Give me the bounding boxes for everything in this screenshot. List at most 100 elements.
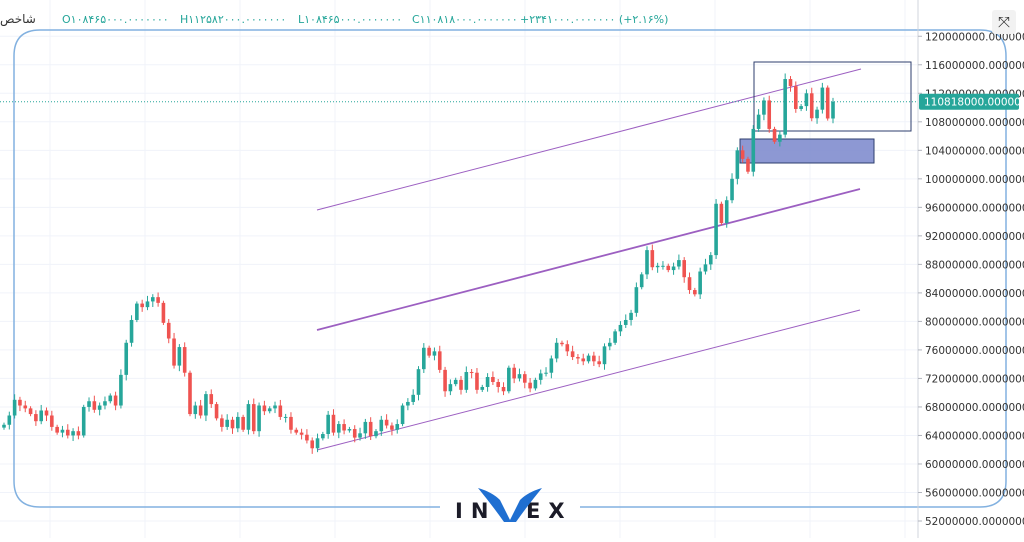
candle	[778, 130, 782, 147]
candle	[336, 421, 341, 439]
candle	[714, 199, 718, 259]
candle	[81, 404, 86, 438]
watermark-text-left: IN	[455, 499, 496, 523]
candle-body	[655, 265, 660, 268]
candle	[788, 76, 793, 92]
candle-body	[756, 114, 761, 129]
candle-body	[363, 421, 368, 434]
candle	[108, 393, 113, 404]
candle-body	[305, 434, 309, 441]
candle-body	[459, 379, 463, 390]
candle	[528, 378, 532, 393]
y-tick-label: 84000000.0000000	[925, 288, 1024, 300]
candle-body	[23, 405, 28, 409]
candle	[193, 401, 198, 419]
candle-body	[368, 421, 373, 437]
candle	[825, 85, 830, 121]
candle	[719, 201, 724, 226]
candle	[756, 109, 761, 132]
range-box	[753, 61, 912, 132]
candle	[544, 367, 548, 377]
candle	[554, 338, 559, 363]
channel-upper-line	[316, 68, 862, 211]
candle-body	[400, 405, 405, 425]
candle-body	[267, 408, 272, 412]
candle	[783, 73, 787, 138]
candle	[129, 315, 134, 347]
candle	[44, 407, 49, 422]
candle-body	[432, 351, 437, 356]
candle-body	[150, 297, 155, 302]
candle-body	[820, 87, 825, 110]
candle	[352, 425, 357, 443]
candle-body	[166, 322, 171, 339]
candle-body	[273, 405, 277, 409]
candle	[613, 329, 617, 345]
candle	[400, 403, 405, 427]
candle-body	[778, 134, 782, 142]
candle	[469, 369, 474, 379]
candle-body	[740, 150, 745, 159]
candle	[666, 263, 671, 273]
candle-body	[825, 87, 830, 119]
candle-body	[294, 429, 299, 433]
candle-body	[623, 319, 628, 325]
candle	[698, 267, 702, 300]
candle-body	[677, 260, 681, 267]
candle-body	[230, 419, 235, 429]
candle	[443, 366, 447, 397]
candle-body	[172, 338, 176, 366]
candle-body	[544, 372, 548, 374]
candle-body	[650, 250, 655, 268]
y-tick-label: 68000000.0000000	[925, 402, 1024, 414]
fullscreen-button[interactable]: ⤧	[992, 10, 1016, 34]
symbol-name[interactable]: شاخص	[0, 12, 36, 26]
candle	[655, 262, 660, 273]
candle	[241, 414, 245, 432]
candle-body	[71, 431, 75, 436]
candle	[299, 428, 304, 440]
candle-body	[119, 374, 123, 406]
candle-body	[693, 290, 697, 295]
candle	[740, 145, 745, 163]
candle-body	[639, 274, 644, 288]
y-tick-label: 64000000.0000000	[925, 430, 1024, 442]
candle	[331, 409, 336, 436]
y-tick-label: 108000000.0000000	[925, 117, 1024, 129]
candle	[135, 301, 139, 323]
candle	[177, 344, 182, 372]
candle	[581, 353, 586, 366]
candle-body	[608, 342, 612, 347]
candle	[363, 418, 368, 439]
candle	[762, 97, 766, 121]
candle	[735, 147, 740, 185]
candle-body	[698, 271, 702, 295]
candle-body	[257, 405, 261, 432]
candle-body	[315, 438, 320, 449]
candle	[342, 419, 346, 435]
candle	[645, 246, 649, 280]
candle	[283, 413, 288, 423]
candle-body	[443, 369, 447, 392]
candle-body	[682, 260, 687, 278]
candle	[522, 371, 527, 389]
candle	[751, 125, 756, 177]
candle-body	[645, 250, 649, 275]
candle	[724, 196, 729, 228]
low-value: L۱۰۸۴۶۵۰۰۰.۰۰۰۰۰۰۰	[298, 13, 403, 26]
candle	[87, 397, 91, 412]
candle-body	[182, 347, 187, 373]
candle	[12, 394, 17, 419]
candle	[512, 363, 516, 384]
last-price-tag: 110818000.0000000	[919, 93, 1024, 110]
candle	[39, 404, 43, 425]
candle	[623, 314, 628, 328]
price-axis[interactable]: 52000000.0000000 56000000.0000000 60000000…	[917, 0, 1024, 538]
candle-body	[198, 405, 203, 416]
channel-lower-line	[316, 309, 861, 451]
candle-body	[427, 347, 431, 356]
candle-body	[251, 404, 256, 432]
candle	[799, 103, 803, 112]
